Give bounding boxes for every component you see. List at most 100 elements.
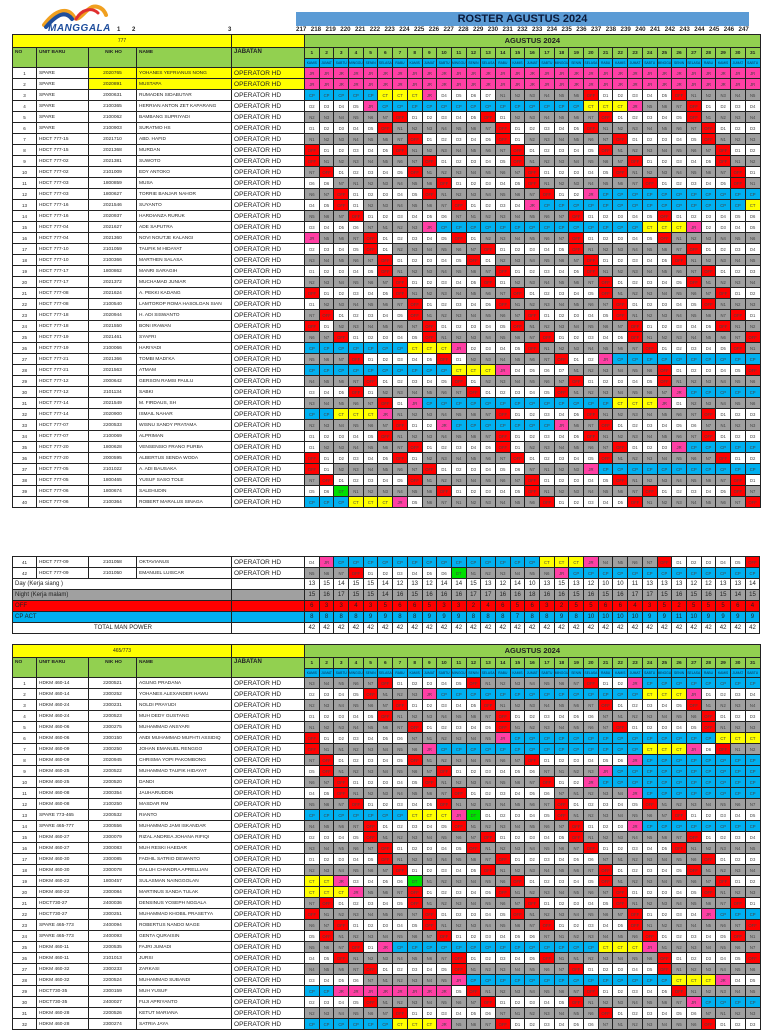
shift-cell[interactable]: D1	[583, 375, 599, 387]
shift-cell[interactable]: N6	[318, 567, 335, 579]
shift-cell[interactable]: D5	[465, 276, 482, 288]
shift-cell[interactable]: CP	[656, 754, 673, 766]
shift-cell[interactable]: D1	[392, 842, 408, 854]
shift-cell[interactable]: D2	[362, 776, 379, 788]
shift-cell[interactable]: N5	[362, 441, 379, 453]
shift-cell[interactable]: CP	[348, 1018, 364, 1030]
shift-cell[interactable]: OFF	[685, 243, 702, 255]
shift-cell[interactable]: N4	[304, 375, 320, 387]
shift-cell[interactable]: CT	[641, 221, 658, 233]
shift-cell[interactable]: N1	[627, 474, 643, 486]
shift-cell[interactable]: D3	[333, 430, 350, 442]
shift-cell[interactable]: N5	[583, 908, 599, 920]
shift-cell[interactable]: N7	[421, 930, 438, 942]
shift-cell[interactable]: D5	[524, 952, 541, 964]
shift-cell[interactable]: N6	[671, 122, 687, 134]
shift-cell[interactable]: CP	[421, 941, 438, 953]
shift-cell[interactable]: N4	[348, 441, 364, 453]
shift-cell[interactable]: D1	[450, 353, 467, 365]
shift-cell[interactable]: OFF	[362, 243, 379, 255]
shift-cell[interactable]: CP	[583, 743, 599, 755]
shift-cell[interactable]: CP	[641, 754, 658, 766]
shift-cell[interactable]: D5	[406, 188, 423, 200]
shift-cell[interactable]: OFF	[436, 177, 452, 189]
shift-cell[interactable]: N5	[436, 243, 452, 255]
shift-cell[interactable]: N5	[318, 820, 335, 832]
shift-cell[interactable]: N2	[392, 974, 408, 986]
shift-cell[interactable]: N3	[744, 886, 761, 898]
shift-cell[interactable]: D5	[641, 210, 658, 222]
shift-cell[interactable]: OFF	[568, 210, 585, 222]
shift-cell[interactable]: N3	[524, 111, 541, 123]
shift-cell[interactable]: OFF	[700, 265, 717, 277]
shift-cell[interactable]: N2	[524, 721, 541, 733]
shift-cell[interactable]: N6	[392, 463, 408, 475]
shift-cell[interactable]: N4	[715, 963, 731, 975]
shift-cell[interactable]: N4	[612, 809, 629, 821]
shift-cell[interactable]: N7	[392, 721, 408, 733]
shift-cell[interactable]: D5	[450, 254, 467, 266]
shift-cell[interactable]: D5	[406, 919, 423, 931]
shift-cell[interactable]: N5	[583, 320, 599, 332]
shift-cell[interactable]: N7	[509, 754, 526, 766]
shift-cell[interactable]: D3	[627, 254, 643, 266]
shift-cell[interactable]: CP	[509, 419, 526, 431]
shift-cell[interactable]: N4	[406, 386, 423, 398]
shift-cell[interactable]: N4	[304, 963, 320, 975]
shift-cell[interactable]: N3	[715, 254, 731, 266]
shift-cell[interactable]: N4	[465, 166, 482, 178]
shift-cell[interactable]: N4	[377, 930, 394, 942]
shift-cell[interactable]: D1	[671, 210, 687, 222]
shift-cell[interactable]: N4	[362, 463, 379, 475]
shift-cell[interactable]: N7	[685, 265, 702, 277]
shift-cell[interactable]: CP	[729, 754, 746, 766]
shift-cell[interactable]: N2	[524, 298, 541, 310]
shift-cell[interactable]: N3	[656, 897, 673, 909]
shift-cell[interactable]: N4	[641, 122, 658, 134]
shift-cell[interactable]: N6	[553, 677, 570, 689]
shift-cell[interactable]: OFF	[685, 276, 702, 288]
shift-cell[interactable]: N5	[465, 144, 482, 156]
shift-cell[interactable]: N5	[494, 919, 511, 931]
shift-cell[interactable]: N7	[362, 254, 379, 266]
shift-cell[interactable]: CP	[494, 419, 511, 431]
shift-cell[interactable]: N6	[480, 452, 496, 464]
shift-cell[interactable]: D1	[656, 177, 673, 189]
shift-cell[interactable]: CP	[539, 974, 555, 986]
shift-cell[interactable]: N7	[450, 210, 467, 222]
shift-cell[interactable]: N2	[524, 133, 541, 145]
shift-cell[interactable]: D4	[494, 342, 511, 354]
shift-cell[interactable]: D1	[612, 419, 629, 431]
shift-cell[interactable]: D3	[583, 496, 599, 508]
shift-cell[interactable]: D5	[744, 809, 761, 821]
shift-cell[interactable]: D2	[700, 221, 717, 233]
shift-cell[interactable]: D5	[436, 232, 452, 244]
shift-cell[interactable]: OFF	[583, 122, 599, 134]
shift-cell[interactable]: N3	[377, 485, 394, 497]
shift-cell[interactable]: JR	[685, 67, 702, 79]
shift-cell[interactable]: N1	[348, 485, 364, 497]
shift-cell[interactable]: JR	[656, 397, 673, 409]
shift-cell[interactable]: N4	[524, 677, 541, 689]
shift-cell[interactable]: N5	[509, 353, 526, 365]
shift-cell[interactable]: N5	[627, 952, 643, 964]
shift-cell[interactable]: CP	[553, 743, 570, 755]
shift-cell[interactable]: CP	[318, 408, 335, 420]
shift-cell[interactable]: OFF	[494, 886, 511, 898]
shift-cell[interactable]: D1	[553, 496, 570, 508]
shift-cell[interactable]: N7	[333, 567, 350, 579]
shift-cell[interactable]: OFF	[436, 765, 452, 777]
shift-cell[interactable]: CP	[700, 567, 717, 579]
shift-cell[interactable]: N6	[406, 930, 423, 942]
shift-cell[interactable]: OFF	[553, 798, 570, 810]
shift-cell[interactable]: D2	[421, 276, 438, 288]
shift-cell[interactable]: OFF	[304, 320, 320, 332]
shift-cell[interactable]: N1	[612, 875, 629, 887]
shift-cell[interactable]: JR	[597, 78, 614, 90]
shift-cell[interactable]: N1	[568, 809, 585, 821]
shift-cell[interactable]: OFF	[656, 364, 673, 376]
shift-cell[interactable]: N7	[700, 419, 717, 431]
shift-cell[interactable]: JR	[348, 985, 364, 997]
shift-cell[interactable]: N3	[436, 144, 452, 156]
shift-cell[interactable]: OFF	[612, 886, 629, 898]
